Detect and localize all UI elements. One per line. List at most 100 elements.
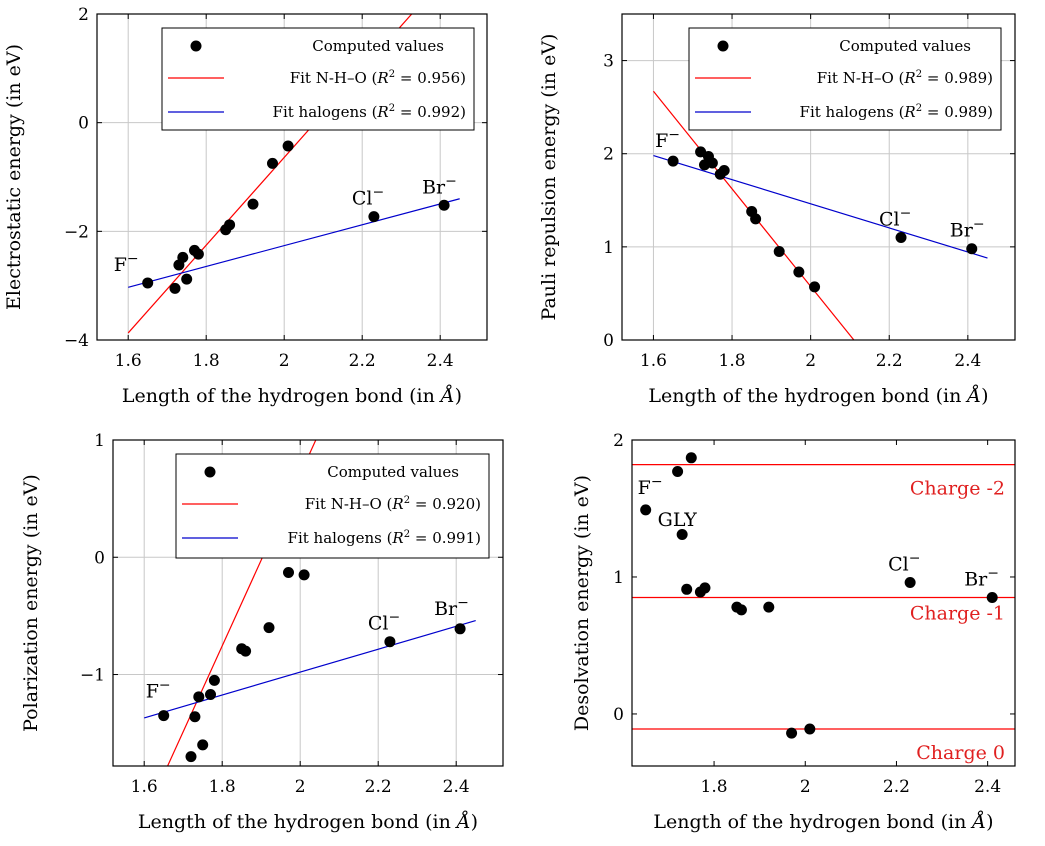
data-point-9 bbox=[247, 198, 259, 210]
charge-label-1: Charge -1 bbox=[910, 603, 1005, 625]
legend-box bbox=[688, 27, 1002, 131]
x-axis-label: Length of the hydrogen bond (in Å) bbox=[138, 811, 478, 833]
x-axis-label: Length of the hydrogen bond (in Å) bbox=[648, 385, 988, 407]
data-point-6 bbox=[718, 164, 730, 176]
data-point-8 bbox=[750, 213, 762, 225]
x-tick-label-2: 2 bbox=[805, 351, 816, 371]
data-point-2 bbox=[189, 711, 201, 723]
data-point-8 bbox=[735, 604, 747, 616]
point-annotation-3: Br− bbox=[964, 566, 999, 591]
y-tick-label-1: 0 bbox=[94, 548, 105, 568]
x-axis-label: Length of the hydrogen bond (in Å) bbox=[122, 385, 462, 407]
data-point-9 bbox=[763, 601, 775, 613]
y-tick-label-0: −1 bbox=[80, 666, 105, 686]
x-tick-label-0: 1.6 bbox=[115, 351, 142, 371]
x-tick-label-2: 2 bbox=[295, 777, 306, 797]
charge-label-0: Charge -2 bbox=[910, 478, 1005, 500]
data-point-3 bbox=[681, 583, 693, 595]
data-point-6 bbox=[192, 248, 204, 260]
x-tick-label-1: 1.8 bbox=[193, 351, 220, 371]
data-point-10 bbox=[786, 727, 798, 739]
point-annotation-2: Br− bbox=[422, 173, 457, 198]
data-point-11 bbox=[809, 281, 821, 293]
chart-3: 1.6 1.8 2 2.2 2.4 −1 0 1 F− Cl− Br− Computed values… bbox=[20, 431, 504, 833]
plot-frame bbox=[631, 439, 1016, 767]
data-point-6 bbox=[699, 582, 711, 594]
x-tick-label-2: 2 bbox=[279, 351, 290, 371]
charge-label-2: Charge 0 bbox=[916, 742, 1005, 764]
data-point-12 bbox=[895, 232, 907, 244]
legend-label-0: Computed values bbox=[839, 37, 971, 55]
chart-4: 1.8 2 2.2 2.4 0 1 2 Charge -2 Charge -1 Charge 0 F… bbox=[571, 431, 1016, 833]
data-point-12 bbox=[384, 636, 396, 648]
data-point-0 bbox=[142, 277, 154, 289]
legend-label-2: Fit halogens (R2 = 0.991) bbox=[288, 529, 481, 547]
legend-marker-points bbox=[190, 40, 202, 52]
data-point-10 bbox=[267, 157, 278, 169]
data-point-1 bbox=[169, 282, 181, 294]
data-point-13 bbox=[966, 243, 978, 255]
data-point-8 bbox=[240, 645, 252, 657]
data-point-10 bbox=[793, 266, 805, 278]
data-point-1 bbox=[185, 751, 197, 763]
legend-label-1: Fit N-H–O (R2 = 0.956) bbox=[290, 69, 466, 87]
data-point-11 bbox=[804, 723, 816, 735]
y-tick-label-1: 1 bbox=[613, 568, 624, 588]
data-point-5 bbox=[205, 688, 216, 700]
plot-frame bbox=[621, 13, 1016, 341]
y-tick-label-0: 0 bbox=[603, 331, 614, 351]
y-tick-label-2: 2 bbox=[613, 431, 624, 451]
point-annotation-0: F− bbox=[655, 127, 680, 152]
data-point-9 bbox=[773, 246, 785, 258]
x-tick-label-3: 2.2 bbox=[349, 351, 376, 371]
chart-2: 1.6 1.8 2 2.2 2.4 0 1 2 3 F− Cl− Br− Computed values… bbox=[538, 13, 1016, 407]
y-tick-label-3: 2 bbox=[78, 5, 89, 25]
x-axis-label: Length of the hydrogen bond (in Å) bbox=[653, 811, 993, 833]
plot-frame bbox=[96, 13, 488, 341]
data-point-4 bbox=[181, 273, 193, 285]
y-axis-label: Polarization energy (in eV) bbox=[20, 474, 42, 732]
y-tick-label-0: −4 bbox=[64, 331, 89, 351]
data-point-1 bbox=[672, 466, 684, 478]
fit-line-1 bbox=[128, 198, 460, 288]
legend-box bbox=[175, 453, 490, 559]
x-tick-label-4: 2.4 bbox=[427, 351, 454, 371]
data-point-0 bbox=[158, 710, 170, 722]
data-point-4 bbox=[706, 157, 718, 169]
y-axis-label: Desolvation energy (in eV) bbox=[571, 475, 593, 731]
y-tick-label-1: 1 bbox=[603, 238, 614, 258]
point-annotation-2: Br− bbox=[950, 217, 985, 242]
data-point-2 bbox=[676, 529, 688, 541]
data-point-9 bbox=[263, 622, 275, 634]
chart-1: 1.6 1.8 2 2.2 2.4 −4 −2 0 2 F− Cl− Br− Computed valu… bbox=[3, 5, 488, 407]
data-point-6 bbox=[208, 674, 220, 686]
point-annotation-1: GLY bbox=[658, 509, 698, 531]
y-tick-label-2: 0 bbox=[78, 114, 89, 134]
y-tick-label-1: −2 bbox=[64, 222, 89, 242]
data-point-10 bbox=[283, 567, 294, 579]
legend-label-1: Fit N-H–O (R2 = 0.920) bbox=[305, 495, 481, 513]
legend: Computed values Fit N-H–O (R2 = 0.956) Fit… bbox=[161, 27, 475, 131]
y-axis-label: Electrostatic energy (in eV) bbox=[3, 44, 25, 310]
point-annotation-0: F− bbox=[146, 678, 171, 703]
x-tick-label-0: 1.6 bbox=[131, 777, 158, 797]
legend-marker-points bbox=[717, 40, 729, 52]
data-point-11 bbox=[282, 140, 294, 152]
data-point-13 bbox=[454, 623, 466, 635]
legend-label-2: Fit halogens (R2 = 0.989) bbox=[800, 103, 993, 121]
x-tick-label-3: 2.2 bbox=[365, 777, 392, 797]
y-tick-label-0: 0 bbox=[613, 705, 624, 725]
y-tick-label-2: 2 bbox=[603, 145, 614, 165]
x-tick-label-4: 2.4 bbox=[443, 777, 470, 797]
y-tick-label-3: 3 bbox=[603, 52, 614, 72]
x-tick-label-4: 2.4 bbox=[954, 351, 981, 371]
point-annotation-1: Cl− bbox=[352, 185, 384, 210]
data-point-8 bbox=[224, 219, 236, 231]
x-tick-label-0: 1.6 bbox=[640, 351, 667, 371]
data-point-13 bbox=[438, 199, 450, 211]
plot-frame bbox=[112, 439, 504, 767]
legend-label-0: Computed values bbox=[327, 463, 459, 481]
data-point-3 bbox=[177, 251, 189, 263]
legend-marker-points bbox=[204, 466, 216, 478]
